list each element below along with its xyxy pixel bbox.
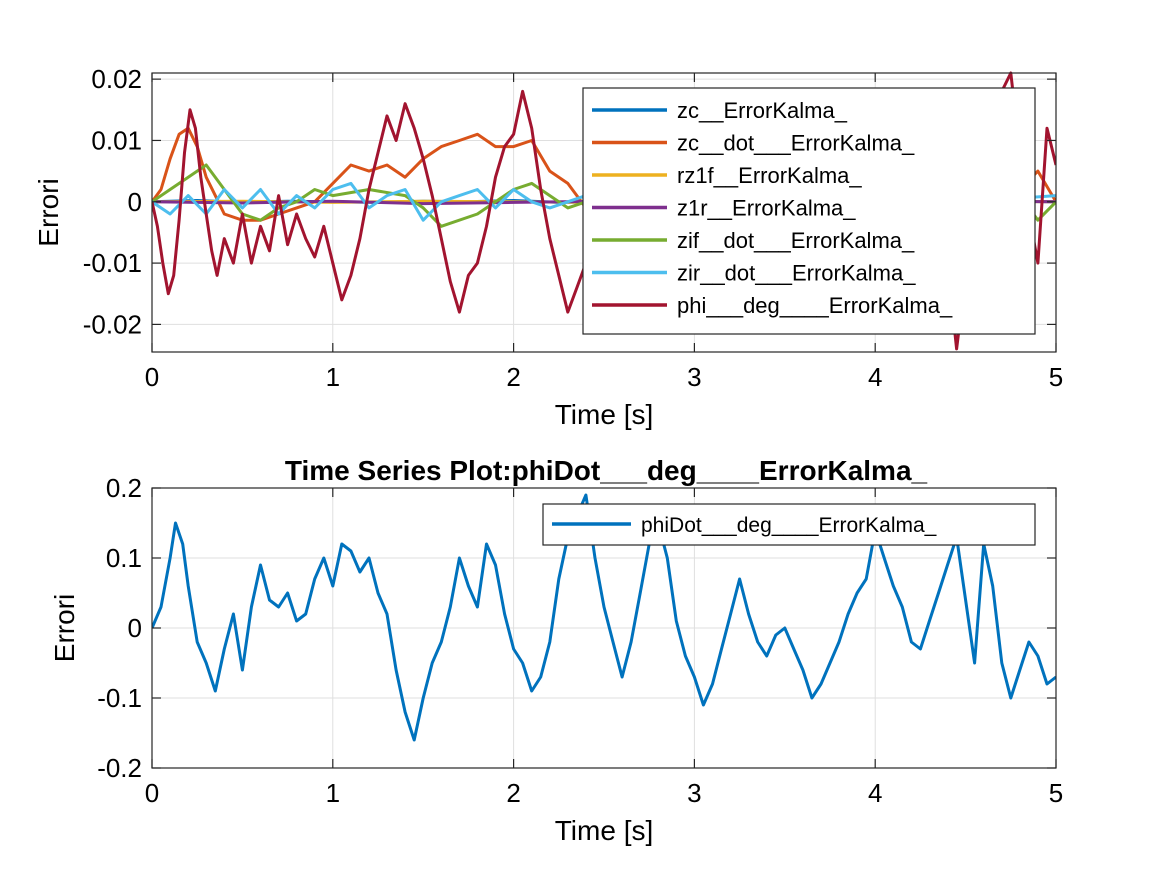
legend-entry-4: z1r__ErrorKalma_ bbox=[677, 196, 856, 221]
chart-title: Time Series Plot:phiDot___deg____ErrorKa… bbox=[285, 455, 928, 486]
y-tick-label: 0.02 bbox=[91, 64, 142, 94]
legend-box bbox=[582, 87, 1036, 335]
x-tick-label: 2 bbox=[506, 778, 520, 808]
x-axis-label: Time [s] bbox=[555, 815, 654, 846]
legend-entry-6: zir__dot___ErrorKalma_ bbox=[677, 261, 916, 286]
legend-entry-5: zif__dot___ErrorKalma_ bbox=[677, 228, 915, 253]
legend-entry-7: phi___deg____ErrorKalma_ bbox=[677, 293, 953, 318]
y-tick-label: 0.2 bbox=[106, 473, 142, 503]
x-tick-label: 3 bbox=[687, 778, 701, 808]
y-tick-label: -0.01 bbox=[83, 248, 142, 278]
x-tick-label: 1 bbox=[326, 362, 340, 392]
x-tick-label: 0 bbox=[145, 778, 159, 808]
y-tick-label: 0 bbox=[128, 187, 142, 217]
top-chart: 0 1 2 3 4 5 -0.02 -0.01 0 0.01 0.02 Time [s] Errori z… bbox=[33, 64, 1063, 430]
x-tick-label: 4 bbox=[868, 362, 882, 392]
legend: zc__ErrorKalma_ zc__dot___ErrorKalma_ rz1f… bbox=[582, 87, 1036, 335]
y-tick-label: -0.1 bbox=[97, 683, 142, 713]
legend-entry-1: phiDot___deg____ErrorKalma_ bbox=[641, 514, 937, 537]
x-axis-label: Time [s] bbox=[555, 399, 654, 430]
legend: phiDot___deg____ErrorKalma_ bbox=[542, 503, 1036, 546]
x-tick-label: 4 bbox=[868, 778, 882, 808]
axes-box bbox=[151, 72, 1057, 353]
x-tick-label: 3 bbox=[687, 362, 701, 392]
x-tick-label: 1 bbox=[326, 778, 340, 808]
x-tick-label: 5 bbox=[1049, 778, 1063, 808]
series-group bbox=[152, 493, 1056, 742]
legend-entry-2: zc__dot___ErrorKalma_ bbox=[677, 131, 915, 156]
x-tick-label: 5 bbox=[1049, 362, 1063, 392]
series-line-1 bbox=[152, 493, 1056, 742]
y-tick-label: 0.01 bbox=[91, 125, 142, 155]
x-tick-label: 0 bbox=[145, 362, 159, 392]
y-tick-label: 0.1 bbox=[106, 543, 142, 573]
x-tick-label: 2 bbox=[506, 362, 520, 392]
y-axis-label: Errori bbox=[33, 178, 64, 246]
y-tick-label: -0.02 bbox=[83, 309, 142, 339]
legend-entry-1: zc__ErrorKalma_ bbox=[677, 98, 848, 123]
legend-entry-3: rz1f__ErrorKalma_ bbox=[677, 163, 862, 188]
y-tick-label: -0.2 bbox=[97, 753, 142, 783]
bottom-chart: 0 1 2 3 4 5 -0.2 -0.1 0 0.1 0.2 Time [s] Errori Time … bbox=[49, 455, 1063, 846]
y-axis-label: Errori bbox=[49, 594, 80, 662]
y-tick-label: 0 bbox=[128, 613, 142, 643]
